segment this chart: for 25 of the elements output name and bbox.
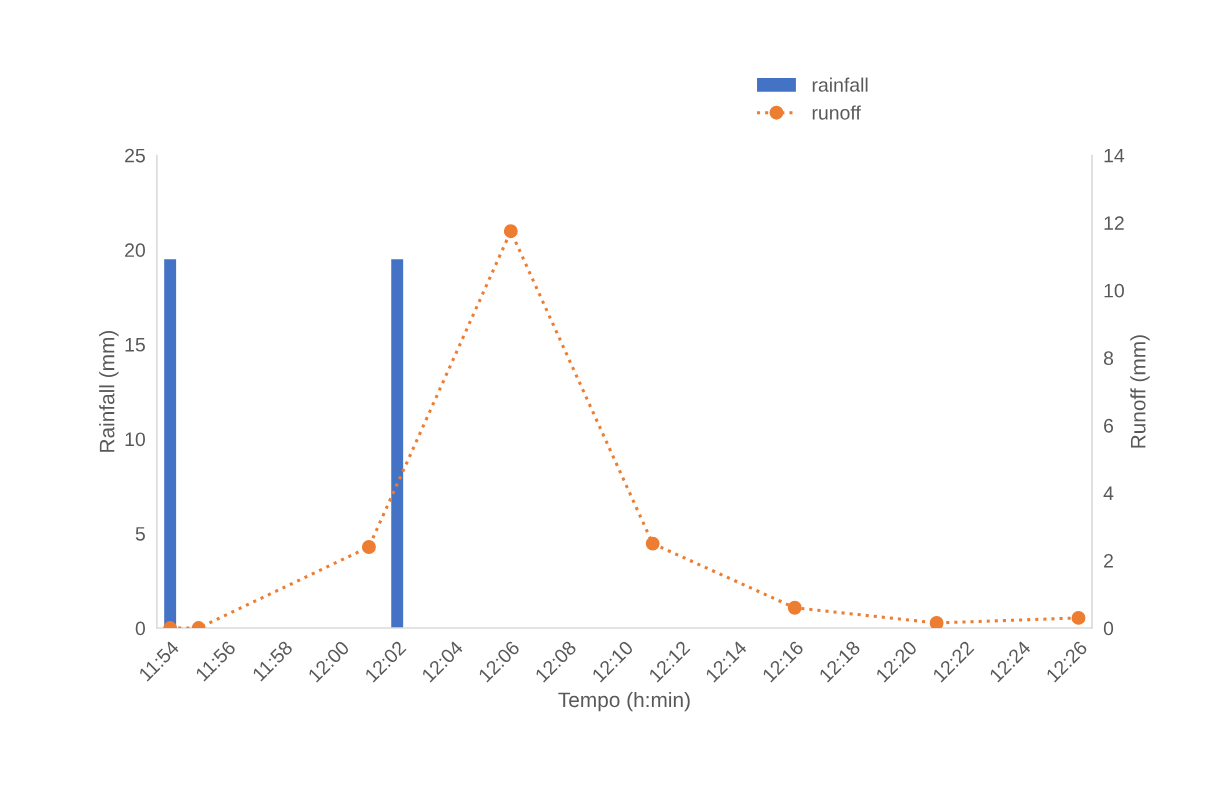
x-axis-title: Tempo (h:min) [558, 691, 690, 712]
y-tick-label: 15 [125, 338, 145, 352]
y-tick-label: 0 [135, 621, 145, 636]
y2-tick-label: 0 [1103, 621, 1114, 636]
y2-tick-label: 6 [1104, 418, 1114, 433]
legend-label: rainfall [812, 77, 868, 92]
y2-tick-label: 2 [1104, 553, 1113, 568]
y2-tick-label: 8 [1103, 351, 1114, 366]
y2-axis-title: Runoff (mm) [1130, 335, 1150, 448]
legend-label: runoff [812, 105, 861, 120]
point [1071, 610, 1086, 625]
point [929, 616, 944, 629]
y-axis-title: Rainfall (mm) [99, 331, 119, 452]
y-tick-label: 20 [125, 243, 145, 258]
point [645, 536, 660, 551]
point [361, 540, 376, 554]
y2-tick-label: 14 [1104, 148, 1125, 163]
y2-tick-label: 10 [1104, 283, 1124, 298]
point [787, 600, 802, 615]
y-tick-label: 5 [135, 527, 145, 541]
point [503, 224, 518, 239]
y-tick-label: 25 [125, 148, 145, 163]
y2-tick-label: 12 [1104, 216, 1124, 230]
y2-tick-label: 4 [1103, 486, 1114, 500]
y-tick-label: 10 [125, 432, 145, 447]
